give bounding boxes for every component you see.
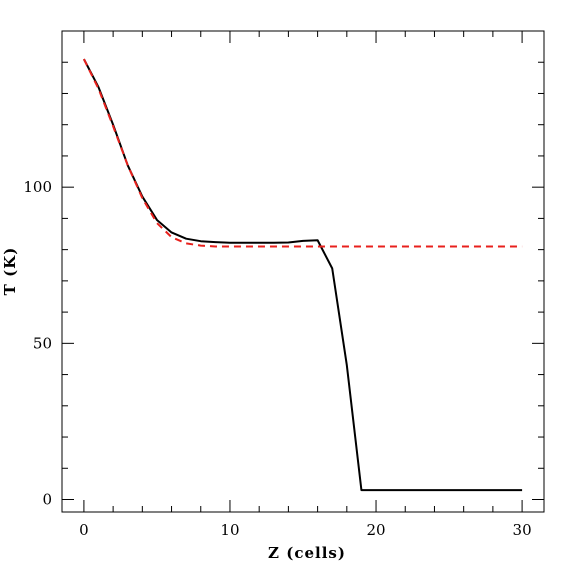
x-axis-title: Z (cells) [268,544,346,562]
x-tick-label: 20 [366,521,385,539]
series-lines [83,58,523,492]
dashed-red-series-line [83,58,523,248]
x-tick-label: 30 [513,521,532,539]
x-tick-label: 10 [220,521,239,539]
axis-ticks [62,30,544,512]
plot-frame [61,30,545,513]
y-axis-title: T (K) [1,247,19,296]
axis-tick-labels: 0 10 20 30 0 50 100 [23,178,531,539]
y-tick-label: 50 [33,334,52,352]
solid-black-series-line [83,58,523,492]
plot-frame-rect [61,30,545,513]
y-tick-label: 100 [23,178,52,196]
y-tick-label: 0 [42,491,52,509]
x-tick-label: 0 [79,521,89,539]
